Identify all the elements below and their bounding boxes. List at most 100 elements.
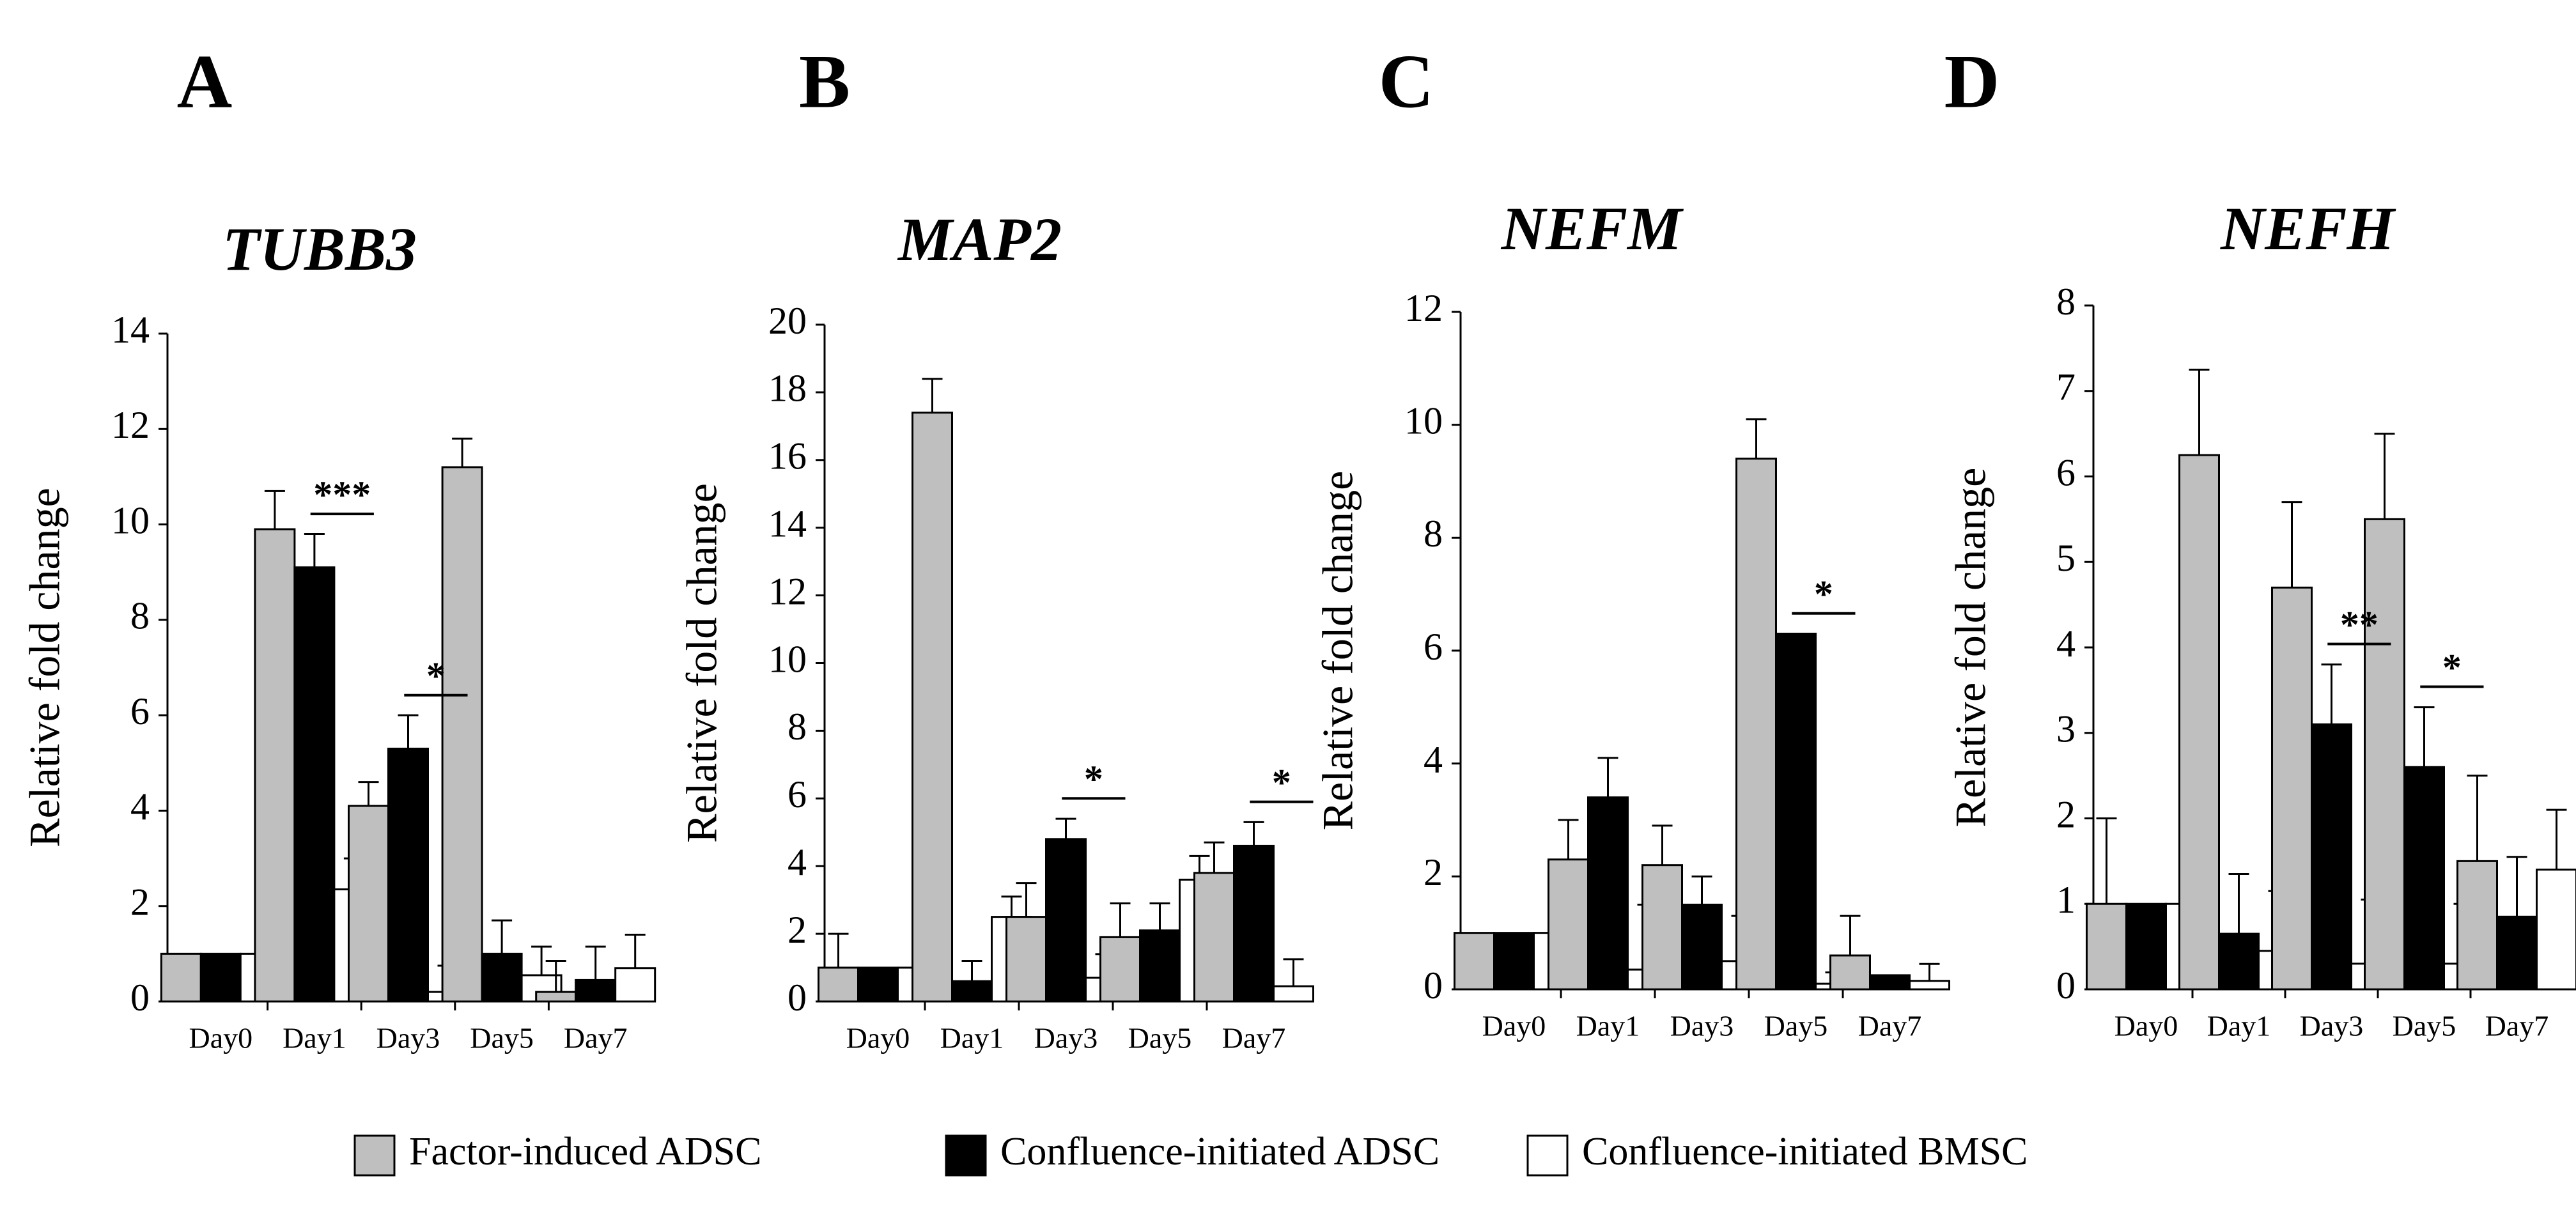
panel-letter: C [1379, 39, 1434, 124]
bar-d-day5-series1 [2365, 519, 2405, 989]
bar-b-day3-series1 [1007, 917, 1046, 1001]
y-tick-label: 3 [2056, 708, 2076, 750]
bar-c-day1-series1 [1549, 860, 1588, 989]
legend-swatch [946, 1136, 986, 1175]
significance-label: * [1272, 761, 1291, 803]
y-tick-label: 4 [2056, 622, 2076, 665]
y-tick-label: 2 [2056, 793, 2076, 835]
bar-c-day7-series2 [1870, 975, 1910, 989]
y-tick-label: 6 [2056, 451, 2076, 493]
panel-letter: A [177, 39, 233, 124]
bar-d-day7-series2 [2497, 916, 2537, 989]
bar-c-day5-series1 [1737, 459, 1776, 989]
y-tick-label: 2 [130, 881, 150, 923]
x-tick-label: Day5 [2393, 1010, 2456, 1042]
bar-b-day0-series1 [819, 968, 858, 1001]
y-axis-label: Relative fold change [20, 488, 69, 847]
x-tick-label: Day3 [1034, 1022, 1098, 1055]
y-tick-label: 7 [2056, 366, 2076, 408]
y-tick-label: 8 [788, 706, 807, 748]
bar-c-day0-series1 [1455, 933, 1494, 989]
y-tick-label: 10 [1404, 399, 1443, 442]
bar-a-day1-series1 [255, 529, 295, 1001]
chart-title: TUBB3 [222, 215, 417, 283]
x-tick-label: Day0 [1482, 1010, 1546, 1042]
x-tick-label: Day0 [2114, 1010, 2178, 1042]
y-tick-label: 0 [2056, 964, 2076, 1007]
bar-b-day5-series2 [1140, 931, 1180, 1001]
y-tick-label: 1 [2056, 879, 2076, 921]
y-tick-label: 0 [130, 977, 150, 1019]
bar-c-day0-series2 [1494, 933, 1534, 989]
x-tick-label: Day1 [283, 1022, 346, 1055]
significance-label: ** [2340, 603, 2378, 645]
x-tick-label: Day7 [2485, 1010, 2549, 1042]
chart-title: NEFH [2220, 194, 2396, 263]
bar-c-day7-series3 [1910, 981, 1950, 989]
y-tick-label: 6 [130, 690, 150, 732]
y-tick-label: 4 [788, 841, 807, 883]
bar-a-day5-series1 [442, 467, 482, 1001]
bar-b-day1-series2 [952, 981, 992, 1001]
significance-label: *** [313, 474, 371, 516]
x-tick-label: Day0 [846, 1022, 910, 1055]
y-tick-label: 4 [1424, 738, 1443, 780]
bar-d-day3-series2 [2312, 724, 2352, 989]
legend-swatch [1528, 1136, 1567, 1175]
y-axis-label: Relative fold change [1314, 471, 1362, 831]
bar-d-day7-series3 [2537, 870, 2576, 989]
y-tick-label: 14 [768, 502, 807, 545]
y-tick-label: 8 [130, 595, 150, 637]
y-tick-label: 8 [1424, 513, 1443, 555]
x-tick-label: Day5 [1764, 1010, 1828, 1042]
x-tick-label: Day5 [1128, 1022, 1192, 1055]
y-tick-label: 6 [788, 773, 807, 815]
y-axis-label: Relative fold change [1946, 468, 1995, 828]
y-tick-label: 2 [1424, 851, 1443, 893]
y-tick-label: 8 [2056, 281, 2076, 323]
chart-title: NEFM [1501, 194, 1684, 263]
legend-label: Confluence-initiated BMSC [1582, 1130, 2028, 1173]
x-tick-label: Day1 [1576, 1010, 1640, 1042]
chart-title: MAP2 [897, 205, 1062, 274]
x-tick-label: Day1 [2207, 1010, 2271, 1042]
bar-c-day3-series2 [1682, 905, 1722, 990]
bar-c-day1-series2 [1588, 798, 1628, 989]
y-tick-label: 6 [1424, 626, 1443, 668]
bar-d-day1-series2 [2219, 934, 2259, 989]
significance-label: * [1814, 573, 1833, 615]
y-tick-label: 2 [788, 909, 807, 951]
bar-d-day1-series1 [2180, 455, 2219, 989]
y-tick-label: 12 [111, 404, 150, 446]
significance-label: * [426, 655, 446, 697]
x-tick-label: Day7 [1858, 1010, 1922, 1042]
bar-b-day5-series1 [1101, 937, 1140, 1001]
significance-label: * [1084, 758, 1103, 800]
panel-letter: B [799, 39, 850, 124]
bar-d-day7-series1 [2458, 861, 2497, 989]
x-tick-label: Day7 [1222, 1022, 1286, 1055]
bar-c-day3-series1 [1643, 865, 1682, 989]
x-tick-label: Day0 [189, 1022, 252, 1055]
y-tick-label: 10 [768, 638, 807, 680]
significance-label: * [2442, 646, 2462, 688]
bar-d-day5-series2 [2405, 767, 2444, 989]
bar-a-day3-series1 [349, 806, 389, 1001]
bar-c-day5-series2 [1776, 634, 1816, 990]
bar-a-day7-series2 [576, 980, 616, 1001]
x-tick-label: Day5 [470, 1022, 534, 1055]
bar-a-day7-series1 [536, 992, 576, 1001]
bar-d-day3-series1 [2272, 587, 2312, 989]
legend-label: Factor-induced ADSC [409, 1130, 762, 1173]
y-tick-label: 0 [788, 977, 807, 1019]
x-tick-label: Day3 [376, 1022, 440, 1055]
bar-a-day0-series1 [161, 954, 201, 1001]
y-tick-label: 10 [111, 499, 150, 541]
y-tick-label: 12 [768, 570, 807, 612]
legend-swatch [355, 1136, 394, 1175]
